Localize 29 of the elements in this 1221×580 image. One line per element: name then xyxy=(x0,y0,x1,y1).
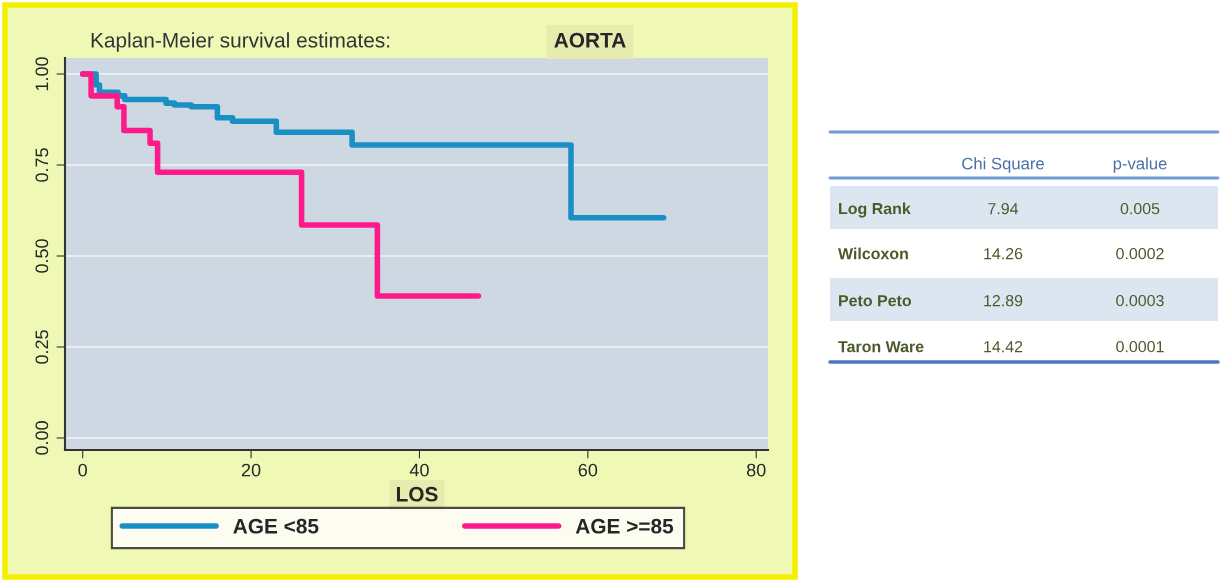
text: 0.0003 xyxy=(1116,294,1164,307)
text: Taron Ware xyxy=(838,341,924,353)
x-tick-label: 0 xyxy=(78,463,87,477)
y-tick-label: 0.50 xyxy=(35,239,49,273)
text: 12.89 xyxy=(984,294,1023,307)
x-tick-label: 60 xyxy=(578,463,598,477)
text: Peto Peto xyxy=(839,295,912,307)
x-tick-label: 40 xyxy=(409,463,429,477)
text: 0.005 xyxy=(1120,202,1160,215)
text: p-value xyxy=(1113,157,1167,173)
x-tick-label: 20 xyxy=(241,463,261,477)
y-tick-label: 0.00 xyxy=(35,421,49,455)
legend-label: AGE >=85 xyxy=(575,518,674,534)
text: 14.42 xyxy=(984,340,1023,353)
chart-title: Kaplan-Meier survival estimates: xyxy=(91,32,390,52)
legend-label: AGE <85 xyxy=(233,518,319,534)
text: Chi Square xyxy=(962,157,1044,173)
y-tick-label: 1.00 xyxy=(35,57,49,91)
text: 0.0002 xyxy=(1116,247,1164,260)
text: 0.0001 xyxy=(1116,340,1164,353)
y-tick-label: 0.75 xyxy=(35,148,49,182)
text: Log Rank xyxy=(839,202,911,218)
x-tick-label: 80 xyxy=(746,463,766,477)
chart-subtitle: AORTA xyxy=(554,32,626,48)
text: 7.94 xyxy=(988,202,1019,215)
text: Wilcoxon xyxy=(838,247,908,260)
x-axis-title: LOS xyxy=(396,486,438,502)
y-tick-label: 0.25 xyxy=(35,330,49,364)
text: 14.26 xyxy=(984,247,1023,260)
